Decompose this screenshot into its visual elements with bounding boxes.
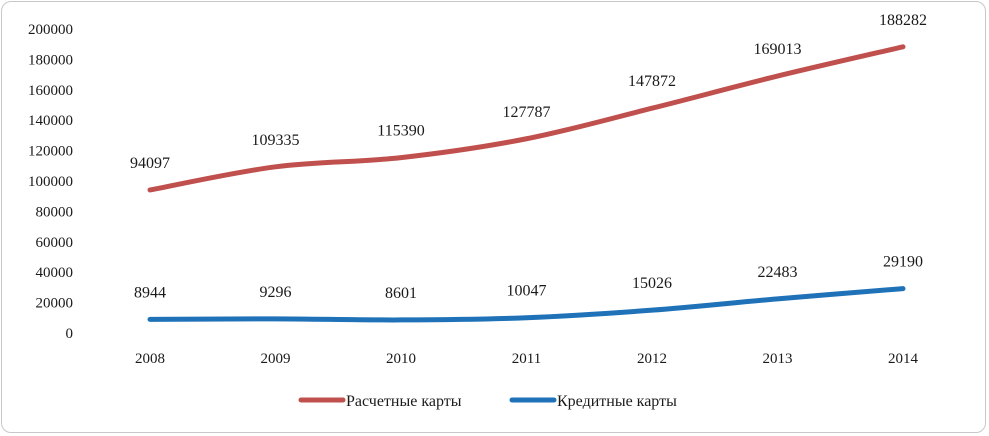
data-label: 29190 (883, 254, 923, 271)
legend-label: Кредитные карты (557, 393, 677, 410)
data-label: 15026 (632, 275, 672, 292)
data-label: 94097 (130, 155, 170, 172)
y-tick-label: 100000 (28, 174, 73, 190)
data-label: 10047 (507, 283, 547, 300)
x-axis: 2008 2009 2010 2011 2012 2013 2014 (135, 351, 919, 367)
y-tick-label: 180000 (28, 52, 73, 68)
series-line (147, 286, 906, 323)
data-label: 169013 (754, 41, 802, 58)
data-label: 9296 (260, 284, 292, 301)
y-tick-label: 120000 (28, 144, 73, 160)
y-axis: 0 20000 40000 60000 80000 100000 120000 140000 1… (28, 22, 73, 342)
plot-area: 94097 109335 115390 127787 147872 169013 18828… (130, 12, 927, 323)
legend-label: Расчетные карты (346, 393, 462, 410)
x-tick-label: 2009 (261, 351, 291, 367)
x-tick-label: 2008 (135, 351, 165, 367)
data-label: 22483 (758, 264, 798, 281)
series-line (147, 44, 906, 193)
y-tick-label: 40000 (36, 265, 74, 281)
x-tick-label: 2014 (888, 351, 919, 367)
legend: Расчетные карты Кредитные карты (298, 393, 677, 410)
y-tick-label: 80000 (36, 204, 74, 220)
x-tick-label: 2013 (763, 351, 793, 367)
legend-item: Кредитные карты (509, 393, 677, 410)
data-label: 147872 (628, 73, 676, 90)
data-label: 8601 (385, 285, 417, 302)
x-tick-label: 2011 (512, 351, 541, 367)
y-tick-label: 20000 (36, 296, 74, 312)
data-label: 188282 (879, 12, 927, 29)
x-tick-label: 2012 (637, 351, 667, 367)
series-1: 94097 109335 115390 127787 147872 169013 18828… (130, 12, 927, 193)
data-label: 109335 (252, 132, 300, 149)
legend-item: Расчетные карты (298, 393, 462, 410)
data-label: 115390 (377, 123, 424, 140)
y-tick-label: 0 (66, 326, 74, 342)
y-tick-label: 60000 (36, 235, 74, 251)
series-2: 8944 9296 8601 10047 15026 22483 29190 (134, 254, 923, 323)
data-label: 127787 (503, 104, 551, 121)
y-tick-label: 200000 (28, 22, 73, 38)
y-tick-label: 160000 (28, 83, 73, 99)
x-tick-label: 2010 (386, 351, 416, 367)
data-label: 8944 (134, 284, 166, 301)
y-tick-label: 140000 (28, 113, 73, 129)
